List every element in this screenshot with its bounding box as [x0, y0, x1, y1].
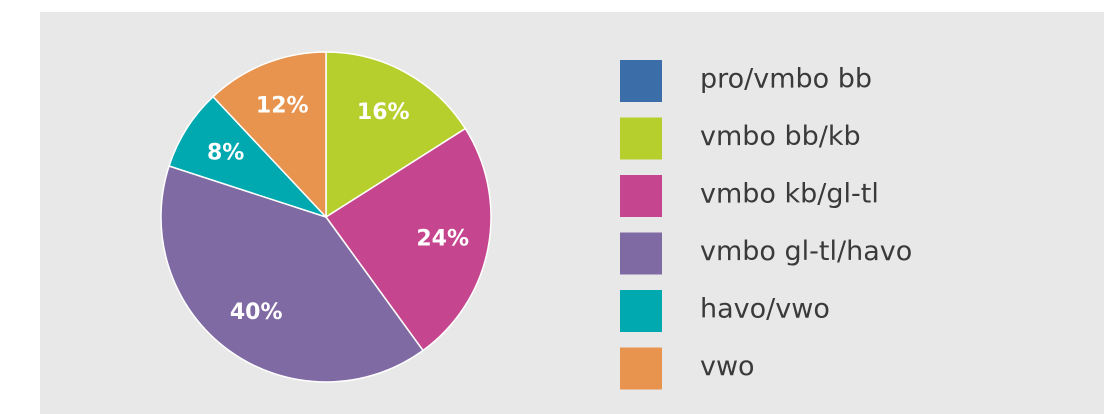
legend-label: havo/vwo	[700, 294, 830, 325]
slice-label: 12%	[256, 94, 309, 119]
legend-swatch	[620, 347, 662, 390]
legend-swatch	[620, 117, 662, 160]
pie-slice	[325, 51, 467, 219]
legend-label: vmbo bb/kb	[700, 121, 861, 152]
legend-label: vmbo gl-tl/havo	[700, 236, 912, 267]
slice-label: 40%	[230, 300, 283, 325]
legend-swatch	[620, 175, 662, 217]
legend-swatch	[620, 232, 662, 275]
slice-label: 16%	[357, 100, 410, 125]
pie-slice	[211, 51, 327, 219]
slice-label: 24%	[416, 226, 469, 251]
legend-label: pro/vmbo bb	[700, 64, 872, 95]
legend-label: vwo	[700, 351, 755, 382]
legend-swatch	[620, 290, 662, 332]
slice-label: 8%	[207, 140, 244, 165]
pie-slice	[160, 165, 425, 383]
legend-swatch	[620, 60, 662, 102]
pie-slice	[324, 127, 492, 352]
legend-label: vmbo kb/gl-tl	[700, 179, 879, 210]
